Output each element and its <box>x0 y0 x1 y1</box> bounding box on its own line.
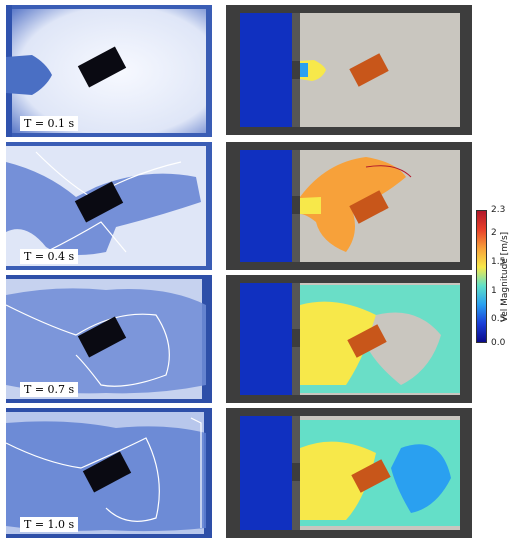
time-label: T = 0.4 s <box>20 249 79 264</box>
simulation-panel-3 <box>226 275 472 403</box>
experiment-panel-3: T = 0.7 s <box>6 275 212 403</box>
colorbar-tick: 2.3 <box>491 205 506 215</box>
colorbar-tick: 0.0 <box>491 338 506 348</box>
simulation-render-2 <box>226 142 472 270</box>
colorbar-tick: 0.5 <box>491 314 506 324</box>
experiment-panel-2: T = 0.4 s <box>6 142 212 270</box>
experiment-photo-2 <box>6 142 212 270</box>
experiment-photo-1 <box>6 5 212 137</box>
colorbar <box>476 210 487 343</box>
simulation-panel-1 <box>226 5 472 135</box>
simulation-panel-4 <box>226 408 472 538</box>
experiment-panel-1: T = 0.1 s <box>6 5 212 137</box>
colorbar-title: Vel Magnitude [m/s] <box>500 231 510 323</box>
experiment-photo-3 <box>6 275 212 403</box>
time-label: T = 0.1 s <box>20 116 79 131</box>
simulation-render-1 <box>226 5 472 135</box>
time-label: T = 1.0 s <box>20 517 79 532</box>
colorbar-tick: 2 <box>491 228 497 238</box>
time-label: T = 0.7 s <box>20 382 79 397</box>
simulation-render-3 <box>226 275 472 403</box>
colorbar-tick: 1 <box>491 286 497 296</box>
experiment-panel-4: T = 1.0 s <box>6 408 212 538</box>
simulation-panel-2 <box>226 142 472 270</box>
colorbar-tick: 1.5 <box>491 257 506 267</box>
simulation-render-4 <box>226 408 472 538</box>
experiment-photo-4 <box>6 408 212 538</box>
